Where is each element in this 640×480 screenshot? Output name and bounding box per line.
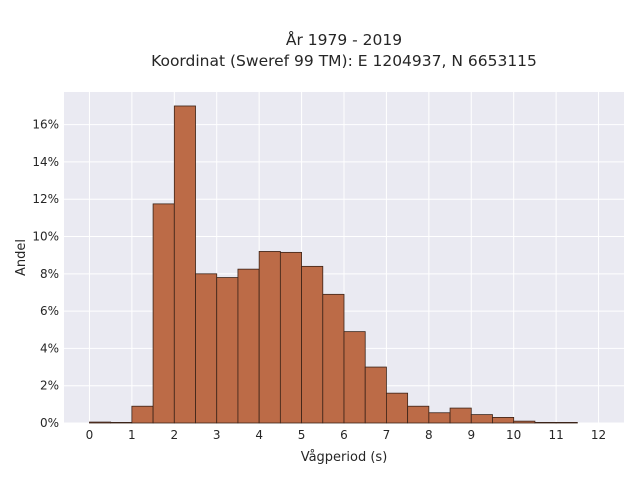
histogram-bar [470,414,493,424]
histogram-bar [492,417,515,424]
chart-title-line-2: Koordinat (Sweref 99 TM): E 1204937, N 6… [151,52,537,70]
y-tick-label: 0% [40,416,59,430]
histogram-bar [152,203,175,424]
histogram-bar [364,366,387,424]
y-tick-label: 4% [40,341,59,355]
histogram-bars [89,105,578,424]
x-tick-label: 8 [425,428,433,442]
x-tick-label: 2 [170,428,178,442]
x-tick-label: 5 [298,428,306,442]
y-tick-label: 8% [40,267,59,281]
y-tick-label: 14% [32,155,59,169]
histogram-bar [216,277,239,424]
histogram-bar [89,421,112,424]
histogram-bar [322,293,345,424]
histogram-bar [110,421,133,424]
histogram-bar [343,331,366,424]
histogram-bar [258,251,281,424]
histogram-bar [279,251,302,424]
histogram-bar [237,268,260,424]
x-tick-label: 10 [506,428,521,442]
histogram-bar [534,421,557,424]
x-tick-label: 3 [213,428,221,442]
y-tick-labels: 0% 2% 4% 6% 8% 10% 12% 14% 16% [32,118,59,430]
x-tick-label: 12 [591,428,606,442]
x-tick-label: 9 [467,428,475,442]
histogram-bar [301,265,324,424]
x-axis-label: Vågperiod (s) [301,450,388,465]
histogram-bar [407,405,430,424]
x-tick-label: 0 [86,428,94,442]
histogram-bar [428,412,451,424]
histogram-bar [386,392,409,424]
y-tick-label: 2% [40,379,59,393]
histogram-bar [131,405,154,424]
y-tick-label: 16% [32,118,59,132]
histogram-bar [173,105,196,424]
histogram-bar [449,407,472,424]
y-tick-label: 10% [32,230,59,244]
x-tick-label: 4 [255,428,263,442]
x-tick-labels: 0 1 2 3 4 5 6 7 8 9 10 11 12 [86,428,607,442]
chart-title-line-1: År 1979 - 2019 [286,30,402,49]
y-axis-label: Andel [14,239,29,276]
x-tick-label: 7 [383,428,391,442]
histogram-bar [195,273,218,424]
x-tick-label: 6 [340,428,348,442]
histogram-bar [513,420,536,424]
y-tick-label: 6% [40,304,59,318]
histogram-bar [555,421,578,424]
x-tick-label: 1 [128,428,136,442]
x-tick-label: 11 [548,428,563,442]
y-tick-label: 12% [32,192,59,206]
